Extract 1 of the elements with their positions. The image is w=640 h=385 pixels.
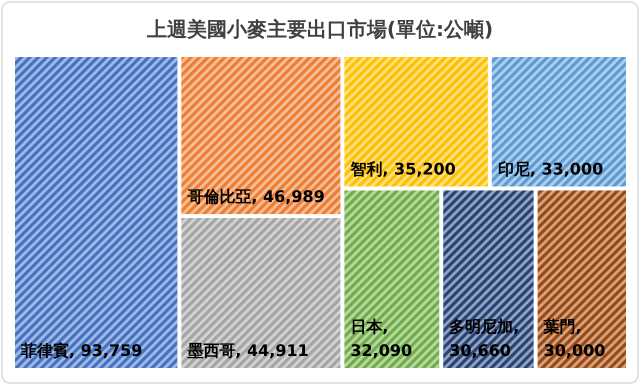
text: 上週美國小麥主要出口市場(單位:公噸) [146, 17, 494, 41]
